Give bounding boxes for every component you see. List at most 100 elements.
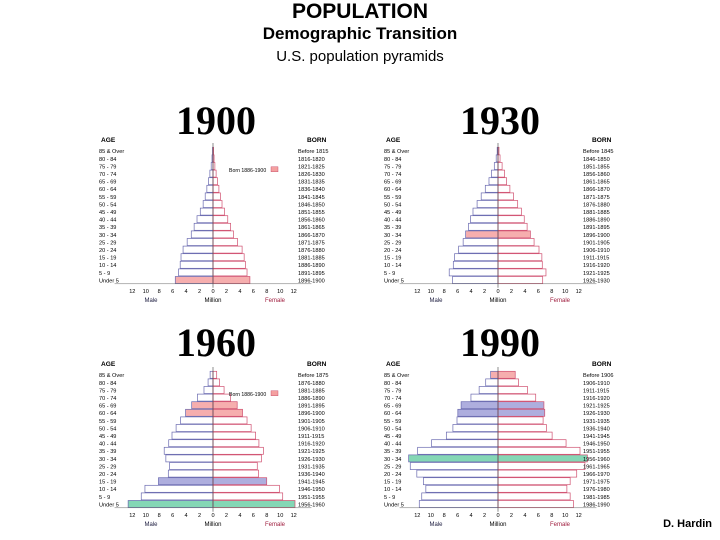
male-bar [206, 184, 214, 193]
x-tick-label: 6 [252, 289, 255, 295]
highlight-band [490, 371, 516, 379]
x-tick-label: 10 [277, 289, 283, 295]
born-header: BORN [307, 137, 327, 144]
female-bar [497, 424, 547, 432]
x-tick-label: 2 [510, 289, 513, 295]
born-tick-label: 1906-1910 [583, 381, 610, 387]
born-tick-label: 1986-1990 [583, 502, 610, 508]
highlight-band [191, 401, 238, 409]
born-tick-label: 1836-1840 [298, 187, 325, 193]
male-bar [182, 245, 214, 254]
female-bar [497, 200, 519, 208]
male-bar [167, 469, 214, 478]
age-tick-label: 5 - 9 [99, 271, 110, 277]
female-bar [212, 184, 220, 193]
x-tick-label: 8 [550, 513, 553, 519]
female-bar [497, 477, 571, 486]
born-tick-label: 1971-1975 [583, 480, 610, 486]
x-tick-label: 2 [198, 289, 201, 295]
x-tick-label: 0 [496, 289, 499, 295]
female-bar [212, 253, 245, 262]
age-tick-label: 60 - 64 [384, 187, 401, 193]
male-axis-label: Male [429, 298, 443, 304]
born-tick-label: 1941-1945 [298, 480, 325, 486]
pyramid-1960: AGE BORN 85 & Over Before 1875 80 - 84 1876-1… [99, 361, 328, 528]
age-tick-label: 45 - 49 [384, 434, 401, 440]
x-tick-label: 8 [550, 289, 553, 295]
born-tick-label: 1926-1930 [298, 457, 325, 463]
born-tick-label: 1906-1910 [298, 426, 325, 432]
male-axis-label: Male [144, 298, 158, 304]
age-tick-label: 30 - 34 [99, 233, 116, 239]
female-bar [497, 462, 586, 470]
born-tick-label: 1956-1960 [298, 502, 325, 508]
highlight-band [185, 409, 243, 417]
female-bar [497, 393, 537, 402]
female-bar [497, 439, 567, 448]
born-tick-label: 1966-1970 [583, 472, 610, 478]
x-tick-label: 12 [291, 513, 297, 519]
born-tick-label: 1831-1835 [298, 180, 325, 186]
male-bar [144, 484, 214, 493]
born-tick-label: 1941-1945 [583, 434, 610, 440]
born-tick-label: 1921-1925 [583, 404, 610, 410]
male-bar [488, 177, 499, 186]
x-tick-label: 8 [158, 289, 161, 295]
age-header: AGE [386, 137, 401, 144]
female-bar [497, 378, 519, 387]
male-bar [207, 378, 214, 387]
born-tick-label: 1956-1960 [583, 457, 610, 463]
male-bar [196, 215, 214, 224]
female-axis-label: Female [265, 522, 286, 528]
male-bar [165, 454, 214, 463]
male-bar [418, 500, 499, 508]
age-tick-label: Under 5 [99, 502, 119, 508]
born-tick-label: 1861-1865 [298, 225, 325, 231]
million-axis-label: Million [204, 522, 221, 528]
born-tick-label: 1946-1950 [298, 487, 325, 493]
age-tick-label: 40 - 44 [99, 218, 116, 224]
born-tick-label: 1911-1915 [298, 434, 324, 440]
female-bar [497, 192, 514, 201]
age-tick-label: 5 - 9 [99, 495, 110, 501]
age-tick-label: 10 - 14 [99, 263, 116, 269]
male-bar [470, 393, 499, 402]
born-tick-label: 1891-1895 [298, 404, 325, 410]
male-bar [178, 268, 214, 277]
x-tick-label: 6 [171, 513, 174, 519]
x-tick-label: 2 [225, 289, 228, 295]
born-tick-label: 1876-1880 [298, 381, 325, 387]
male-bar [180, 416, 214, 425]
male-bar [417, 446, 499, 455]
born-header: BORN [592, 137, 612, 144]
x-tick-label: 0 [211, 289, 214, 295]
highlight-band [457, 409, 545, 417]
male-bar [493, 162, 499, 170]
x-tick-label: 4 [523, 513, 526, 519]
female-axis-label: Female [550, 298, 571, 304]
age-header: AGE [101, 361, 116, 368]
male-bar [425, 484, 499, 493]
born-tick-label: 1881-1885 [583, 210, 610, 216]
born-tick-label: 1866-1870 [583, 187, 610, 193]
female-bar [212, 370, 218, 379]
born-header: BORN [307, 361, 327, 368]
female-bar [212, 439, 260, 448]
born-tick-label: 1856-1860 [583, 172, 610, 178]
male-bar [179, 260, 214, 269]
highlight-band [128, 500, 295, 508]
age-tick-label: 75 - 79 [384, 164, 401, 170]
x-tick-label: 4 [470, 513, 473, 519]
born-tick-label: 1946-1950 [583, 442, 610, 448]
x-tick-label: 12 [576, 289, 582, 295]
born-tick-label: 1961-1965 [583, 464, 610, 470]
x-tick-label: 4 [238, 289, 241, 295]
male-bar [180, 253, 214, 262]
year-label-1960: 1960 [176, 320, 256, 365]
age-tick-label: 45 - 49 [99, 434, 116, 440]
pyramid-1930: AGE BORN 85 & Over Before 1845 80 - 84 1846-1… [384, 137, 613, 304]
born-tick-label: 1886-1890 [583, 218, 610, 224]
x-tick-label: 0 [496, 513, 499, 519]
female-bar [497, 238, 535, 246]
x-tick-label: 10 [143, 289, 149, 295]
